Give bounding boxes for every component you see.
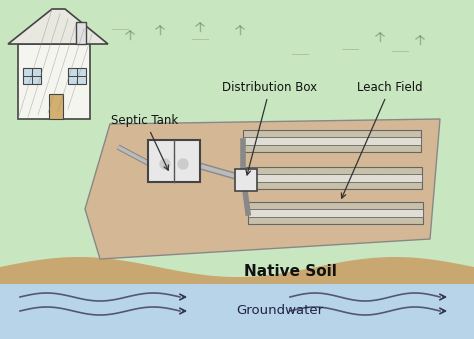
Circle shape bbox=[392, 211, 397, 216]
Circle shape bbox=[353, 211, 358, 216]
Text: Distribution Box: Distribution Box bbox=[222, 81, 318, 175]
Circle shape bbox=[404, 176, 410, 180]
Text: Native Soil: Native Soil bbox=[244, 263, 337, 279]
Circle shape bbox=[300, 211, 305, 216]
Circle shape bbox=[311, 176, 316, 180]
Text: Leach Field: Leach Field bbox=[341, 81, 423, 198]
Circle shape bbox=[257, 176, 263, 180]
Circle shape bbox=[366, 211, 371, 216]
Circle shape bbox=[376, 139, 382, 143]
Circle shape bbox=[363, 139, 368, 143]
Circle shape bbox=[350, 139, 355, 143]
Circle shape bbox=[379, 211, 384, 216]
FancyBboxPatch shape bbox=[245, 167, 422, 189]
Polygon shape bbox=[85, 119, 440, 259]
Circle shape bbox=[269, 139, 274, 143]
Circle shape bbox=[313, 211, 318, 216]
Circle shape bbox=[310, 139, 314, 143]
FancyBboxPatch shape bbox=[76, 22, 86, 44]
Circle shape bbox=[298, 176, 302, 180]
Circle shape bbox=[351, 176, 356, 180]
Circle shape bbox=[273, 211, 279, 216]
Polygon shape bbox=[0, 284, 474, 339]
FancyBboxPatch shape bbox=[248, 208, 423, 217]
Circle shape bbox=[261, 211, 265, 216]
Circle shape bbox=[339, 211, 345, 216]
FancyBboxPatch shape bbox=[68, 68, 86, 84]
Circle shape bbox=[271, 176, 276, 180]
FancyBboxPatch shape bbox=[148, 140, 200, 182]
Circle shape bbox=[403, 139, 409, 143]
Circle shape bbox=[365, 176, 369, 180]
Circle shape bbox=[296, 139, 301, 143]
Circle shape bbox=[284, 176, 289, 180]
Circle shape bbox=[391, 176, 396, 180]
Circle shape bbox=[178, 159, 188, 169]
Circle shape bbox=[283, 139, 287, 143]
Polygon shape bbox=[8, 9, 108, 44]
Text: Septic Tank: Septic Tank bbox=[111, 114, 179, 170]
FancyBboxPatch shape bbox=[18, 44, 90, 119]
Circle shape bbox=[324, 176, 329, 180]
Circle shape bbox=[323, 139, 328, 143]
Circle shape bbox=[337, 176, 343, 180]
FancyBboxPatch shape bbox=[248, 202, 423, 224]
FancyBboxPatch shape bbox=[23, 68, 41, 84]
FancyBboxPatch shape bbox=[235, 169, 257, 191]
Circle shape bbox=[160, 159, 170, 169]
Circle shape bbox=[390, 139, 395, 143]
FancyBboxPatch shape bbox=[245, 174, 422, 182]
FancyBboxPatch shape bbox=[243, 130, 421, 152]
Circle shape bbox=[287, 211, 292, 216]
Polygon shape bbox=[0, 257, 474, 284]
FancyBboxPatch shape bbox=[243, 137, 421, 145]
Circle shape bbox=[327, 211, 331, 216]
Circle shape bbox=[405, 211, 410, 216]
Circle shape bbox=[336, 139, 341, 143]
FancyBboxPatch shape bbox=[49, 94, 63, 119]
Text: Groundwater: Groundwater bbox=[237, 304, 324, 318]
Circle shape bbox=[378, 176, 383, 180]
Circle shape bbox=[255, 139, 261, 143]
